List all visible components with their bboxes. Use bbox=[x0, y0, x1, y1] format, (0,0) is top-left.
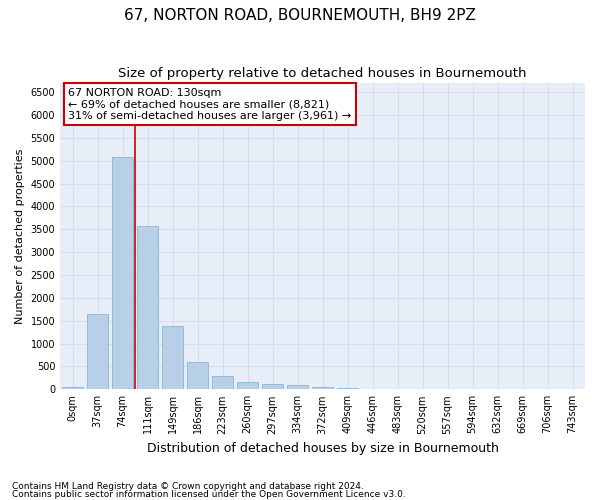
Text: 67 NORTON ROAD: 130sqm
← 69% of detached houses are smaller (8,821)
31% of semi-: 67 NORTON ROAD: 130sqm ← 69% of detached… bbox=[68, 88, 351, 121]
Bar bbox=[312, 387, 333, 390]
Bar bbox=[287, 385, 308, 390]
Bar bbox=[237, 382, 258, 390]
Bar bbox=[62, 386, 83, 390]
Bar bbox=[212, 376, 233, 390]
Bar bbox=[187, 362, 208, 390]
Bar bbox=[162, 326, 183, 390]
Bar bbox=[337, 388, 358, 390]
Text: Contains public sector information licensed under the Open Government Licence v3: Contains public sector information licen… bbox=[12, 490, 406, 499]
Text: 67, NORTON ROAD, BOURNEMOUTH, BH9 2PZ: 67, NORTON ROAD, BOURNEMOUTH, BH9 2PZ bbox=[124, 8, 476, 22]
Bar bbox=[87, 314, 108, 390]
Text: Contains HM Land Registry data © Crown copyright and database right 2024.: Contains HM Land Registry data © Crown c… bbox=[12, 482, 364, 491]
Bar bbox=[137, 226, 158, 390]
X-axis label: Distribution of detached houses by size in Bournemouth: Distribution of detached houses by size … bbox=[146, 442, 499, 455]
Y-axis label: Number of detached properties: Number of detached properties bbox=[15, 148, 25, 324]
Bar bbox=[262, 384, 283, 390]
Bar bbox=[112, 157, 133, 390]
Title: Size of property relative to detached houses in Bournemouth: Size of property relative to detached ho… bbox=[118, 68, 527, 80]
